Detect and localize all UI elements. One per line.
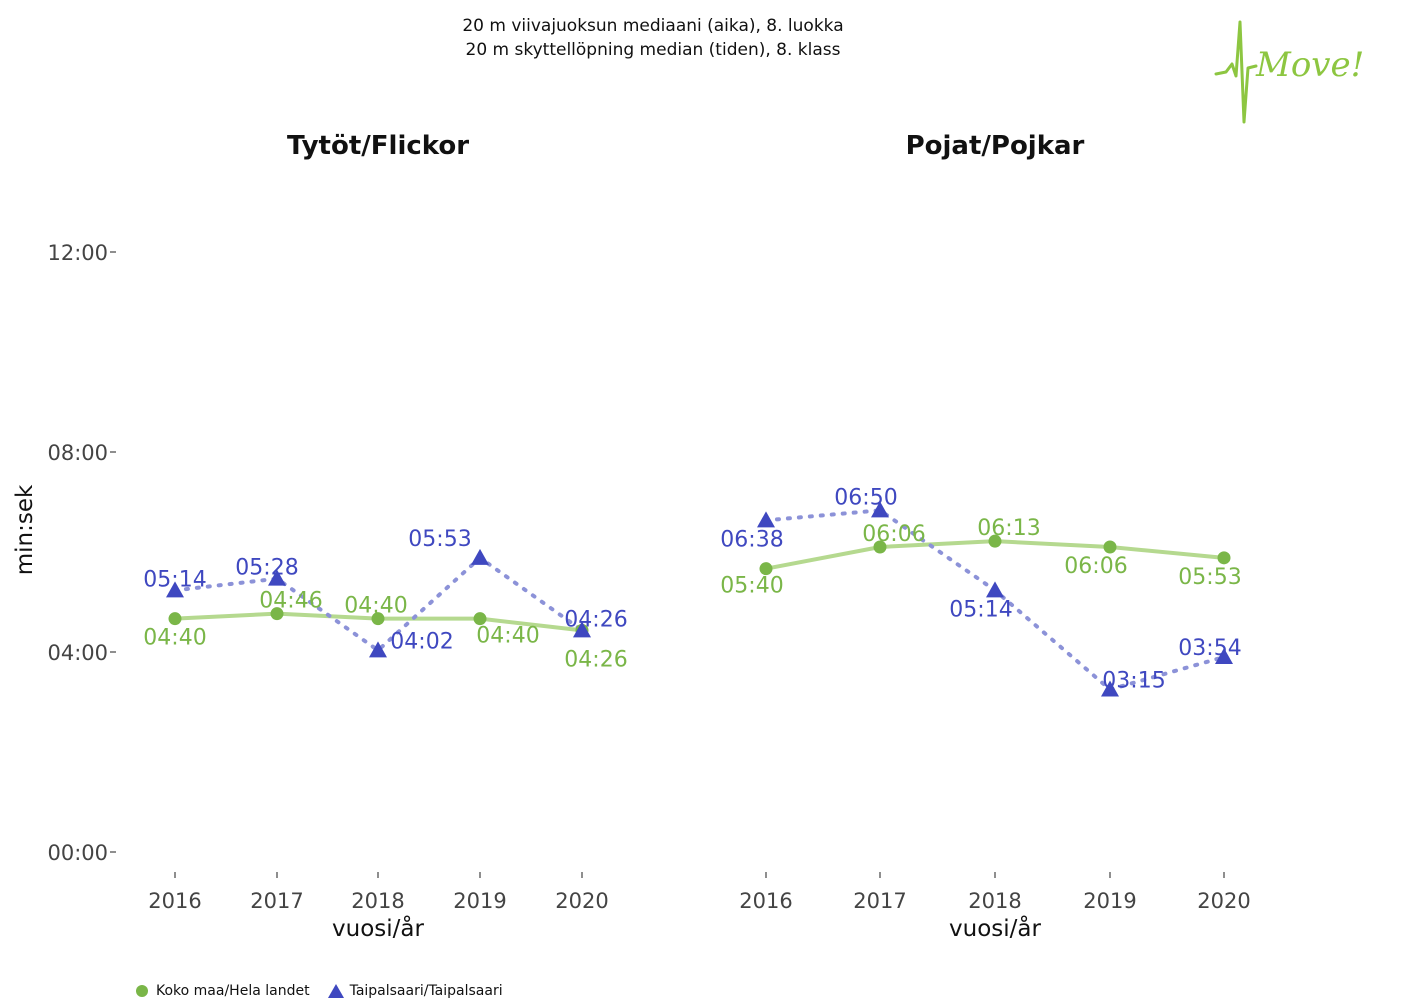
point-local-2019 (1101, 680, 1119, 697)
point-local-2020 (573, 621, 591, 638)
header-line-1: 20 m viivajuoksun mediaani (aika), 8. lu… (462, 16, 844, 36)
x-axis-title: vuosi/år (949, 914, 1041, 942)
panel-title: Tytöt/Flickor (287, 131, 469, 161)
legend-item-local: Taipalsaari/Taipalsaari (322, 980, 503, 1002)
panel-boys: Pojat/Pojkar 2016 2017 2018 2019 2020 vuosi/år… (720, 131, 1250, 942)
point-local-2018 (986, 581, 1004, 598)
data-label-local-2020: 04:26 (564, 607, 627, 632)
x-tick-label-2018: 2018 (351, 889, 404, 913)
data-label-local-2019: 03:15 (1102, 669, 1165, 694)
point-national-2019 (473, 612, 487, 626)
legend-item-national: Koko maa/Hela landet (128, 980, 310, 1002)
panel-title: Pojat/Pojkar (906, 131, 1085, 161)
x-tick-label-2016: 2016 (739, 889, 792, 913)
data-label-national-2018: 06:13 (977, 516, 1040, 541)
point-local-2016 (757, 511, 775, 528)
y-axis-title: min:sek (12, 484, 38, 575)
data-label-national-2020: 04:26 (564, 647, 627, 672)
point-national-2016 (168, 612, 182, 626)
data-label-local-2017: 05:28 (235, 556, 298, 581)
data-label-local-2019: 05:53 (408, 527, 471, 552)
data-label-local-2016: 06:38 (720, 527, 783, 552)
data-label-local-2017: 06:50 (834, 485, 897, 510)
x-tick-label-2017: 2017 (853, 889, 906, 913)
data-label-local-2018: 04:02 (390, 629, 453, 654)
point-national-2019 (1103, 540, 1117, 554)
point-local-2020 (1215, 648, 1233, 664)
x-tick-label-2019: 2019 (1083, 889, 1136, 913)
legend-circle-icon (128, 980, 156, 1002)
y-tick-label-0: 00:00 (47, 841, 108, 865)
y-axis: 00:00 04:00 08:00 12:00 (47, 241, 116, 865)
legend-label-national: Koko maa/Hela landet (156, 983, 310, 999)
x-tick-label-2019: 2019 (453, 889, 506, 913)
logo-wordmark: Move! (1255, 45, 1364, 85)
data-label-local-2018: 05:14 (949, 597, 1012, 622)
point-local-2019 (471, 548, 489, 565)
chart: min:sek 00:00 04:00 08:00 12:00 Tytöt/Flick… (12, 131, 1251, 942)
data-label-national-2019: 06:06 (1064, 554, 1127, 579)
data-label-national-2017: 04:46 (259, 589, 322, 614)
data-label-local-2016: 05:14 (143, 567, 206, 592)
data-label-national-2018: 04:40 (344, 594, 407, 619)
point-local-2017 (871, 501, 889, 518)
data-label-national-2016: 04:40 (143, 626, 206, 651)
y-tick-label-1: 04:00 (47, 641, 108, 665)
panel-girls: Tytöt/Flickor 2016 2017 2018 2019 2020 vuosi/å… (143, 131, 627, 942)
data-label-national-2017: 06:06 (862, 522, 925, 547)
data-label-local-2020: 03:54 (1178, 636, 1241, 661)
x-tick-label-2020: 2020 (1197, 889, 1250, 913)
x-tick-label-2020: 2020 (555, 889, 608, 913)
chart-header: 20 m viivajuoksun mediaani (aika), 8. lu… (0, 14, 1306, 62)
x-axis-title: vuosi/år (332, 914, 424, 942)
x-tick-label-2017: 2017 (250, 889, 303, 913)
y-tick-label-3: 12:00 (47, 241, 108, 265)
point-national-2020 (1217, 551, 1231, 565)
point-local-2017 (268, 569, 286, 586)
legend: Koko maa/Hela landet Taipalsaari/Taipals… (128, 980, 515, 1002)
legend-triangle-icon (322, 980, 350, 1002)
series-line-local (173, 555, 584, 653)
header-line-2: 20 m skyttellöpning median (tiden), 8. k… (465, 40, 841, 60)
point-national-2017 (270, 607, 284, 621)
x-tick-label-2016: 2016 (148, 889, 201, 913)
data-label-national-2020: 05:53 (1178, 565, 1241, 590)
y-tick-label-2: 08:00 (47, 441, 108, 465)
point-national-2016 (759, 562, 773, 576)
point-national-2018 (988, 534, 1002, 548)
data-label-national-2019: 04:40 (476, 624, 539, 649)
move-logo: Move! (1214, 20, 1364, 124)
point-national-2018 (371, 612, 385, 626)
logo-heartbeat-line (1214, 20, 1258, 124)
data-label-national-2016: 05:40 (720, 574, 783, 599)
point-local-2018 (369, 641, 387, 658)
legend-label-local: Taipalsaari/Taipalsaari (349, 983, 503, 999)
point-national-2017 (873, 540, 887, 554)
x-tick-label-2018: 2018 (968, 889, 1021, 913)
point-local-2016 (166, 581, 184, 598)
